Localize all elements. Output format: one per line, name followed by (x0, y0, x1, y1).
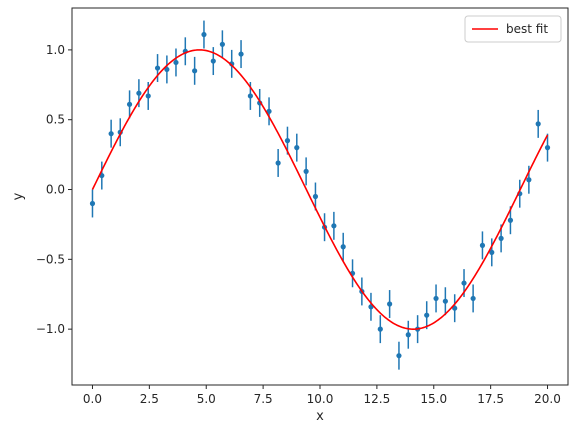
data-point (442, 298, 448, 304)
data-point (164, 66, 170, 73)
data-point (201, 31, 207, 38)
legend-label-best-fit: best fit (506, 22, 548, 36)
data-point (424, 312, 430, 318)
data-point (461, 280, 467, 286)
data-point (275, 160, 281, 166)
data-point (294, 145, 300, 151)
data-point (535, 121, 541, 127)
data-point (312, 193, 319, 200)
x-axis-label: x (316, 409, 324, 424)
x-tick-label: 5.0 (197, 392, 216, 406)
best-fit-line (91, 49, 549, 330)
x-tick-label: 12.5 (364, 392, 391, 406)
data-point (247, 93, 253, 99)
y-tick-label: 0.0 (46, 183, 65, 197)
data-point (210, 58, 216, 64)
data-point (544, 145, 551, 151)
y-tick-label: −1.0 (36, 322, 65, 336)
x-axis: 0.0 2.5 5.0 7.5 10.0 12.5 15.0 17.5 20.0 (83, 385, 561, 406)
data-point (405, 332, 411, 338)
data-point (507, 217, 514, 223)
data-point (303, 168, 309, 174)
data-point (396, 353, 402, 359)
data-point (108, 131, 114, 137)
data-point (526, 177, 532, 183)
x-tick-label: 10.0 (307, 392, 334, 406)
data-point (452, 305, 458, 311)
data-point (470, 295, 476, 302)
y-axis: −1.0 −0.5 0.0 0.5 1.0 (36, 43, 72, 336)
data-point (173, 59, 179, 66)
data-point (219, 41, 225, 47)
data-point (238, 51, 244, 57)
data-point (433, 295, 439, 302)
y-tick-label: 0.5 (46, 113, 65, 127)
data-point (145, 93, 151, 99)
x-tick-label: 20.0 (534, 392, 561, 406)
legend: best fit (464, 15, 562, 43)
data-point (387, 301, 393, 307)
y-axis-label: y (11, 192, 26, 200)
x-tick-label: 7.5 (254, 392, 273, 406)
data-point (479, 242, 486, 248)
data-point (498, 235, 504, 241)
data-point (284, 138, 291, 144)
x-tick-label: 17.5 (477, 392, 504, 406)
x-tick-label: 2.5 (140, 392, 159, 406)
data-point (126, 101, 133, 107)
x-tick-label: 15.0 (420, 392, 447, 406)
y-tick-label: 1.0 (46, 43, 65, 57)
y-tick-label: −0.5 (36, 252, 65, 266)
data-point (89, 200, 96, 207)
data-point (136, 90, 142, 96)
data-point (266, 108, 272, 114)
data-point (192, 68, 198, 74)
plot-area (89, 20, 551, 370)
data-point (489, 249, 495, 255)
legend-box (464, 15, 562, 43)
data-point (154, 65, 161, 71)
data-point (340, 244, 346, 250)
data-point (331, 223, 337, 229)
x-tick-label: 0.0 (83, 392, 102, 406)
data-point (377, 326, 383, 332)
